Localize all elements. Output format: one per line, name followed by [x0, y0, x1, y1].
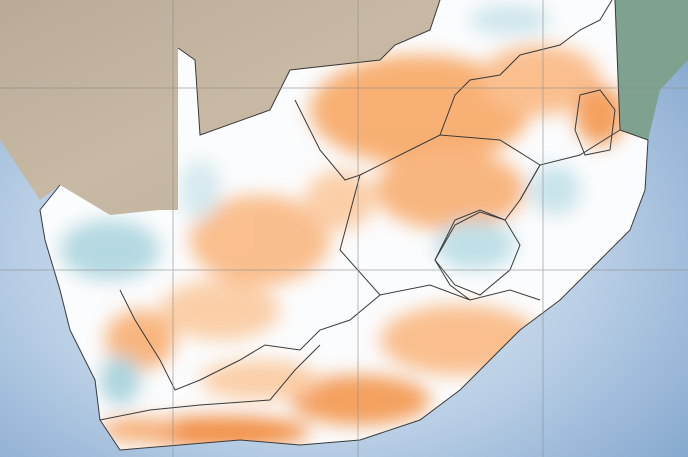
land-north — [0, 0, 440, 215]
land-east — [615, 0, 688, 140]
borders — [39, 0, 649, 451]
